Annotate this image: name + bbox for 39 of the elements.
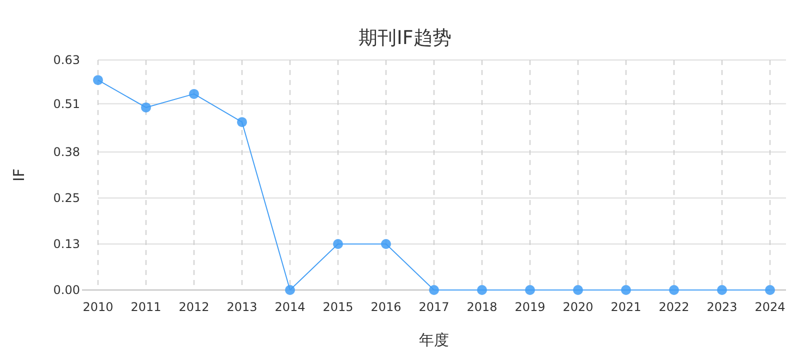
point (93, 75, 103, 86)
x-tick-label: 2011 (130, 300, 162, 314)
point (477, 285, 487, 295)
y-axis-title: IF (10, 168, 28, 182)
y-tick-label: 0.00 (53, 283, 80, 297)
x-tick-label: 2013 (226, 300, 258, 314)
y-tick-label: 0.63 (53, 53, 80, 67)
x-tick-label: 2022 (658, 300, 690, 314)
x-tick-label: 2020 (562, 300, 594, 314)
point (573, 285, 583, 295)
point (717, 285, 727, 295)
point (765, 285, 775, 295)
x-tick-label: 2010 (82, 300, 114, 314)
point (333, 239, 343, 249)
y-tick-label: 0.38 (53, 145, 80, 159)
x-tick-label: 2021 (610, 300, 642, 314)
x-tick-label: 2012 (178, 300, 210, 314)
x-tick-label: 2017 (418, 300, 450, 314)
point (381, 239, 391, 249)
x-tick-label: 2023 (706, 300, 738, 314)
point (429, 285, 439, 295)
x-tick-label: 2015 (322, 300, 354, 314)
y-tick-label: 0.25 (53, 191, 80, 205)
x-tick-label: 2024 (754, 300, 786, 314)
x-tick-label: 2018 (466, 300, 498, 314)
x-tick-label: 2016 (370, 300, 402, 314)
point (285, 285, 295, 295)
point (237, 117, 247, 128)
point (669, 285, 679, 295)
y-tick-label: 0.13 (53, 237, 80, 251)
x-tick-label: 2019 (514, 300, 546, 314)
point (525, 285, 535, 295)
x-tick-label: 2014 (274, 300, 306, 314)
x-axis-title: 年度 (419, 331, 449, 349)
chart-title: 期刊IF趋势 (358, 27, 452, 49)
point (189, 88, 199, 99)
point (621, 285, 631, 295)
point (141, 102, 151, 112)
y-tick-label: 0.51 (53, 96, 80, 111)
